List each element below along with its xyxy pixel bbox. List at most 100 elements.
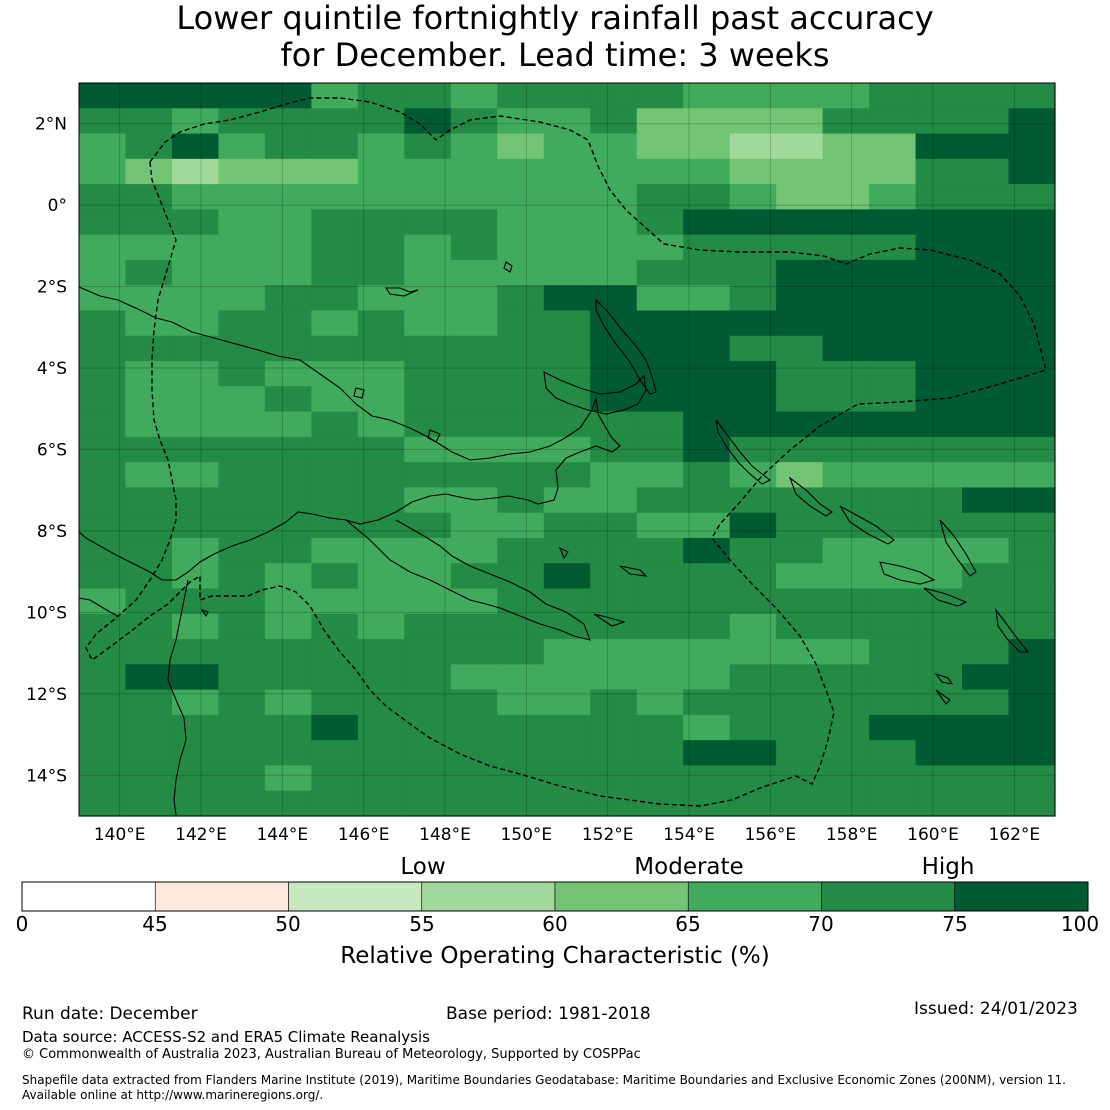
grid-cell — [729, 209, 777, 236]
grid-cell — [543, 462, 591, 489]
grid-cell — [683, 411, 731, 438]
grid-cell — [357, 158, 405, 185]
grid-cell — [264, 184, 312, 210]
grid-cell — [543, 234, 591, 261]
grid-cell — [218, 664, 266, 691]
grid-cell — [915, 537, 963, 564]
grid-cell — [822, 740, 870, 767]
grid-cell — [357, 335, 405, 362]
grid-cell — [218, 790, 266, 817]
grid-cell — [311, 234, 359, 261]
grid-cell — [79, 285, 127, 312]
grid-cell — [729, 285, 777, 312]
grid-cell — [683, 512, 731, 539]
grid-cell — [962, 765, 1010, 792]
grid-cell — [869, 386, 917, 413]
grid-cell — [962, 563, 1010, 590]
grid-cell — [404, 765, 452, 792]
grid-cell — [683, 83, 731, 109]
grid-cell — [729, 639, 777, 665]
grid-cell — [497, 689, 545, 716]
grid-cell — [683, 108, 731, 135]
grid-cell — [171, 133, 220, 160]
grid-cell — [497, 664, 545, 691]
grid-cell — [543, 765, 591, 792]
grid-cell — [590, 133, 638, 160]
grid-cell — [636, 740, 684, 767]
grid-cell — [822, 537, 870, 564]
grid-cell — [79, 411, 127, 438]
grid-cell — [683, 588, 731, 615]
colorbar-segment — [954, 881, 1089, 912]
grid-cell — [125, 158, 173, 185]
grid-cell — [962, 83, 1010, 109]
grid-cell — [962, 664, 1010, 691]
grid-cell — [590, 639, 638, 665]
grid-cell — [357, 740, 405, 767]
grid-cell — [264, 487, 312, 514]
grid-cell — [729, 436, 777, 463]
grid-cell — [171, 689, 220, 716]
grid-cell — [171, 664, 220, 691]
grid-cell — [776, 184, 824, 210]
grid-cell — [171, 184, 220, 210]
grid-cell — [218, 209, 266, 236]
lat-label: 8°S — [37, 522, 67, 542]
lon-label: 140°E — [94, 825, 146, 845]
grid-cell — [683, 714, 731, 741]
grid-cell — [636, 462, 684, 489]
grid-cell — [125, 765, 173, 792]
grid-cell — [869, 158, 917, 185]
grid-cell — [915, 436, 963, 463]
grid-cell — [125, 487, 173, 514]
grid-cell — [450, 537, 498, 564]
grid-cell — [404, 158, 452, 185]
grid-cell — [79, 209, 127, 236]
grid-cell — [450, 563, 498, 590]
grid-cell — [729, 664, 777, 691]
grid-cell — [311, 462, 359, 489]
grid-cell — [590, 259, 638, 286]
grid-cell — [1008, 639, 1056, 665]
grid-cell — [450, 462, 498, 489]
grid-cell — [869, 184, 917, 210]
grid-cell — [404, 184, 452, 210]
grid-cell — [450, 790, 498, 817]
grid-cell — [869, 361, 917, 387]
grid-cell — [915, 790, 963, 817]
grid-cell — [450, 689, 498, 716]
grid-cell — [636, 639, 684, 665]
grid-cell — [915, 386, 963, 413]
lon-label: 142°E — [175, 825, 227, 845]
grid-cell — [218, 310, 266, 337]
grid-cell — [1008, 335, 1056, 362]
grid-cell — [404, 361, 452, 387]
grid-cell — [450, 765, 498, 792]
grid-cell — [683, 639, 731, 665]
grid-cell — [636, 285, 684, 312]
grid-cell — [450, 664, 498, 691]
grid-cell — [590, 310, 638, 337]
grid-cell — [543, 209, 591, 236]
grid-cell — [264, 234, 312, 261]
grid-cell — [636, 664, 684, 691]
lat-label: 6°S — [37, 441, 67, 461]
grid-cell — [79, 462, 127, 489]
grid-cell — [264, 639, 312, 665]
grid-cell — [962, 234, 1010, 261]
grid-cell — [264, 714, 312, 741]
grid-cell — [311, 714, 359, 741]
grid-cell — [497, 335, 545, 362]
grid-cell — [79, 765, 127, 792]
cape-york-coastline — [167, 579, 189, 816]
lon-label: 144°E — [256, 825, 308, 845]
grid-cell — [497, 184, 545, 210]
grid-cell — [590, 83, 638, 109]
grid-cell — [776, 512, 824, 539]
colorbar-tick-0: 0 — [15, 912, 29, 936]
grid-cell — [404, 639, 452, 665]
grid-cell — [962, 335, 1010, 362]
grid-cell — [915, 613, 963, 640]
grid-cell — [776, 740, 824, 767]
grid-cell — [450, 133, 498, 160]
